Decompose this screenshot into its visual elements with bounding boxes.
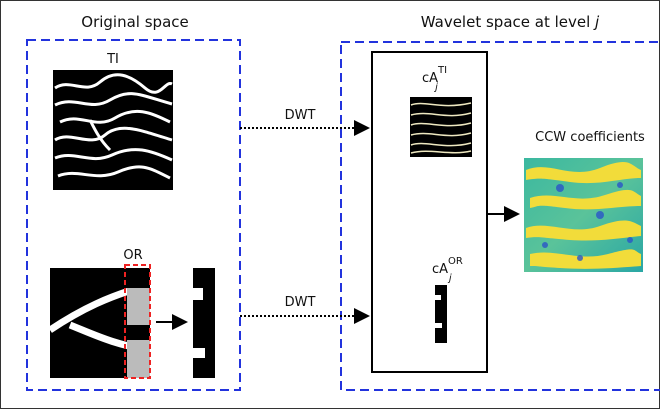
title-text: Wavelet space at level <box>421 13 591 31</box>
arrow-label: DWT <box>285 295 316 310</box>
ti-label: TI <box>106 52 119 67</box>
ca-sup: OR <box>448 256 463 267</box>
ca-base: cA <box>432 262 448 277</box>
or-image <box>50 265 150 378</box>
ccw-label: CCW coefficients <box>535 130 645 145</box>
panel-title: Original space <box>81 13 188 31</box>
or-strip <box>193 268 215 378</box>
diagram: Original space Wavelet space at level j … <box>0 0 660 409</box>
page: Original space Wavelet space at level j … <box>0 0 660 409</box>
or-label: OR <box>123 248 142 263</box>
ca-or-image <box>435 285 447 343</box>
ca-ti-image <box>410 97 472 157</box>
ca-sup: TI <box>437 65 447 76</box>
title-level: j <box>593 13 600 31</box>
ccw-image <box>524 158 643 272</box>
panel-title: Wavelet space at level j <box>421 13 600 31</box>
arrow-label: DWT <box>285 108 316 123</box>
ti-image <box>53 70 173 190</box>
